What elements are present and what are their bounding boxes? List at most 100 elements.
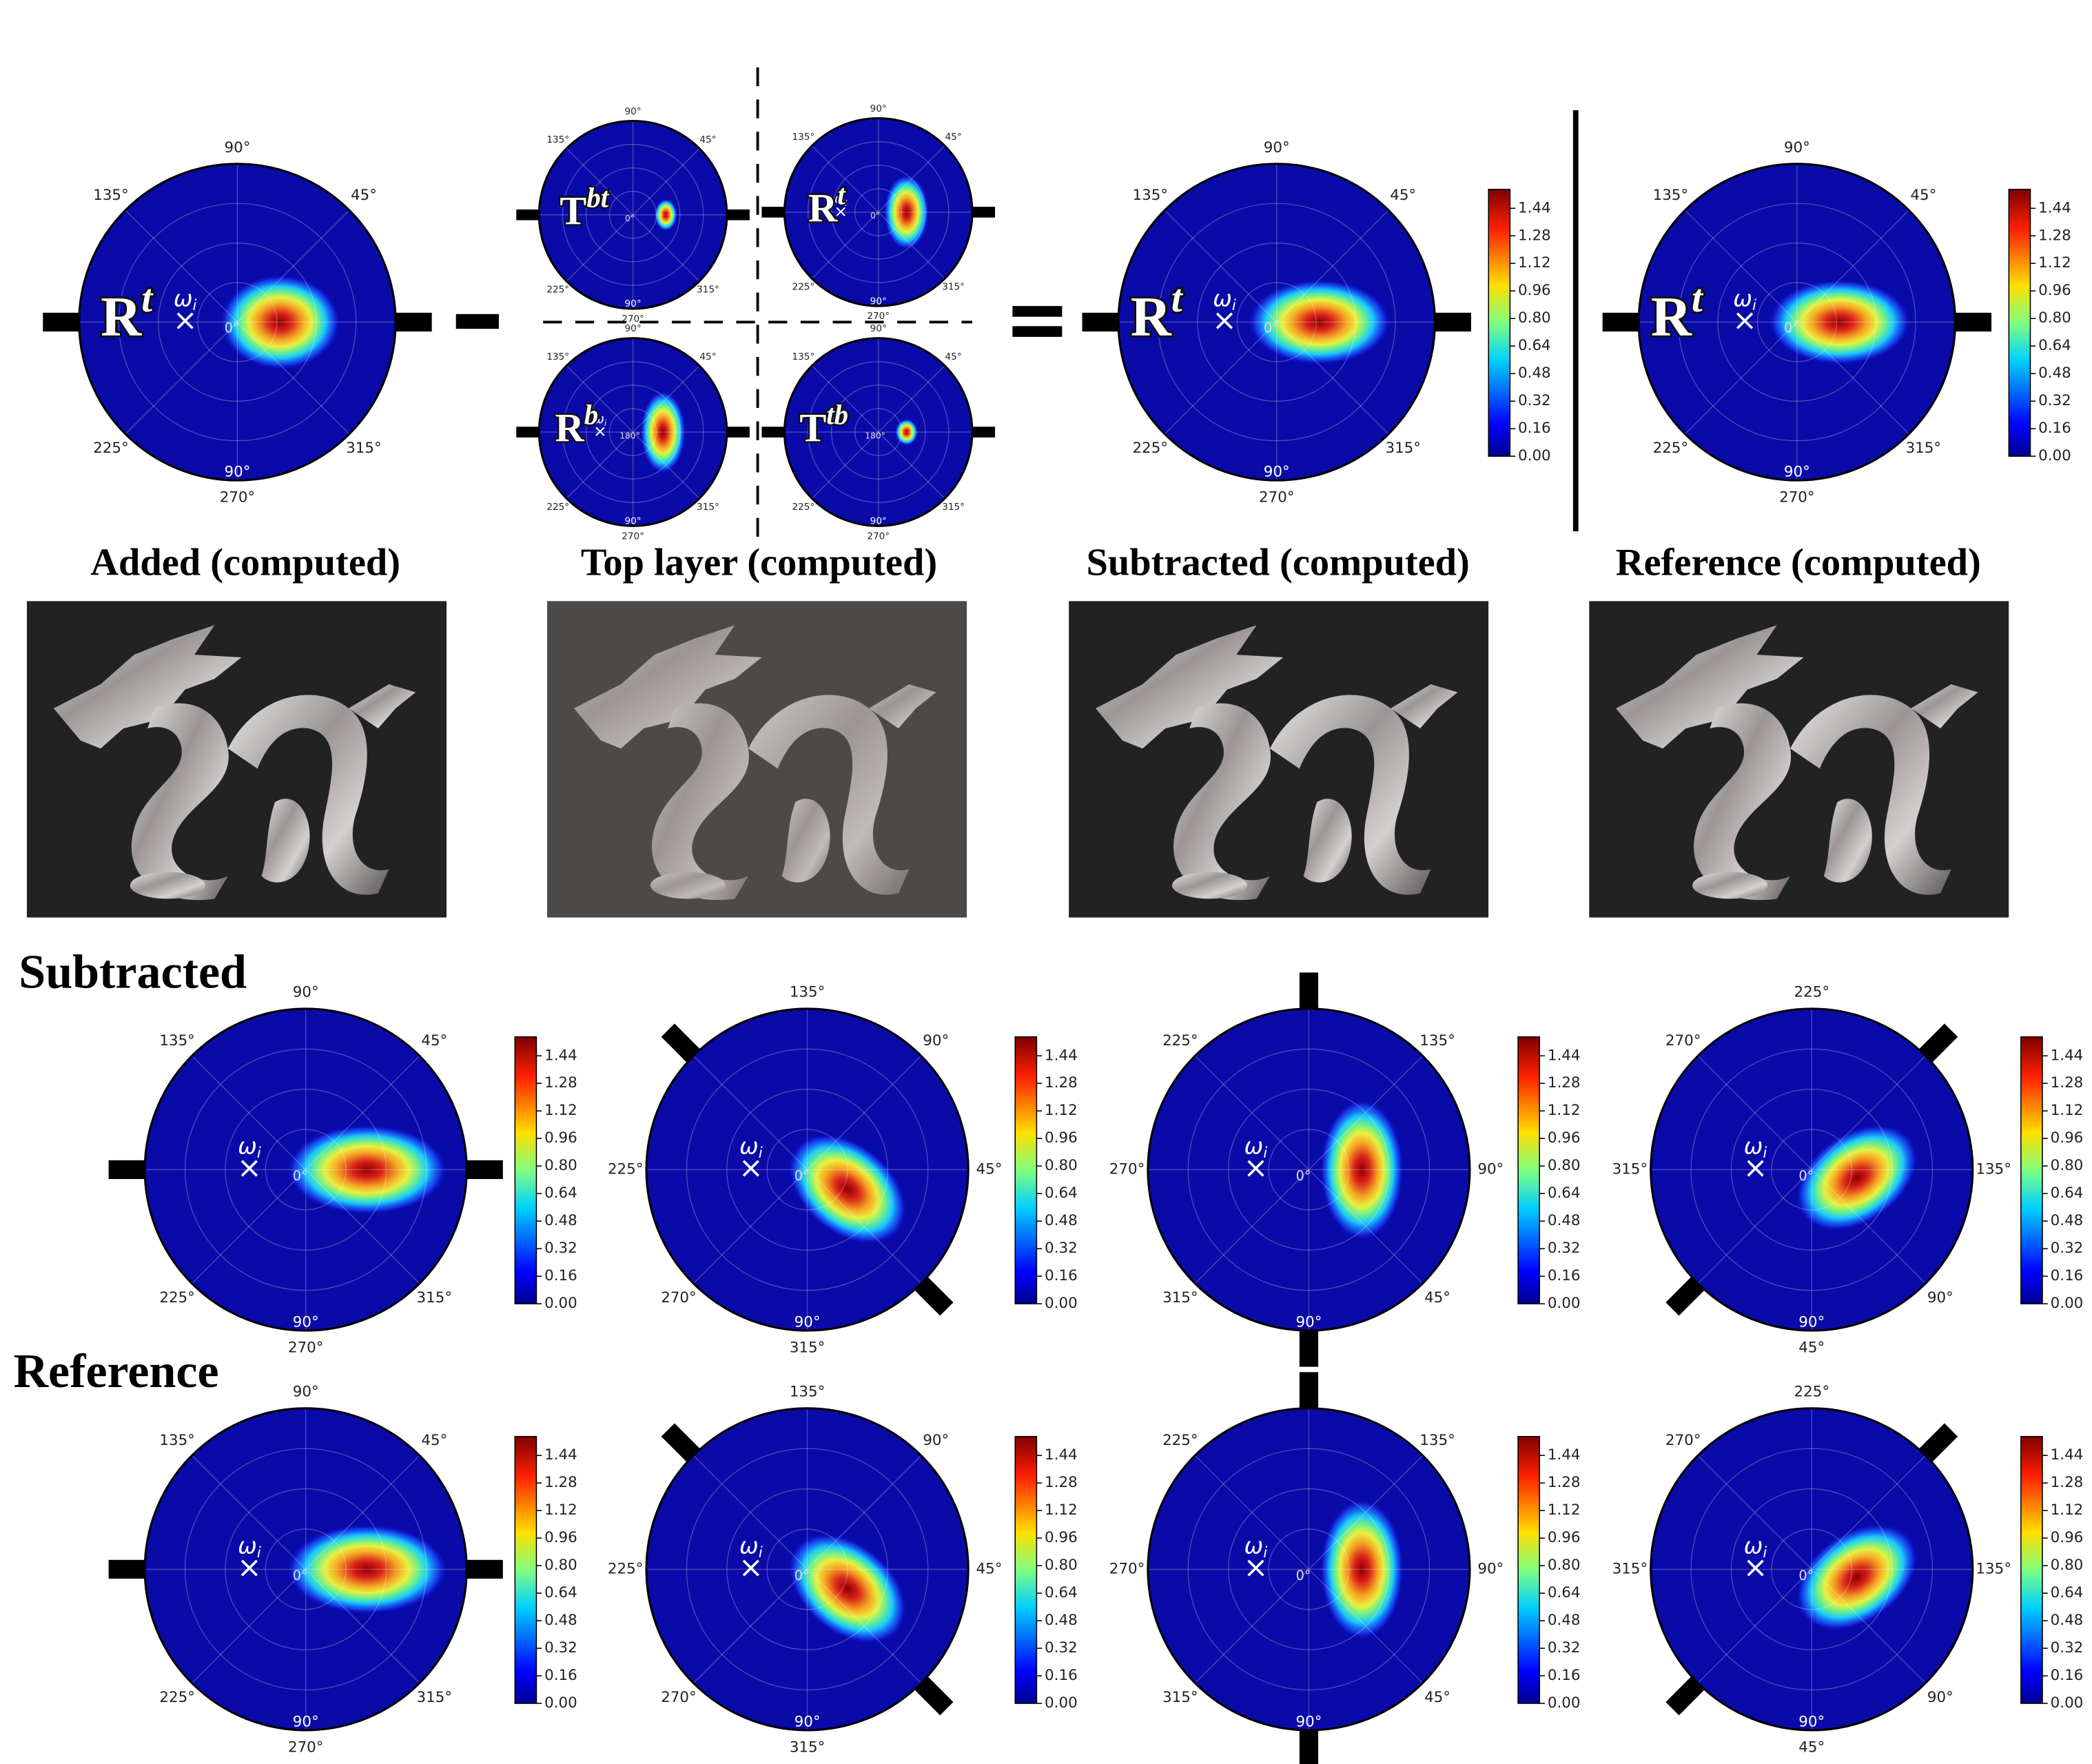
colorbar-tick-label: 1.44 [1548, 1446, 1581, 1464]
plane-bar [1602, 312, 1639, 332]
colorbar-tick-label: 0.64 [2051, 1184, 2084, 1202]
angle-label: 45° [1390, 187, 1416, 204]
colorbar-tick-label: 0.32 [1548, 1639, 1581, 1657]
colorbar-tick-label: 0.00 [1548, 1694, 1581, 1712]
angle-label: 45° [421, 1032, 447, 1049]
colorbar [1517, 1435, 1540, 1704]
angle-label: 315° [697, 502, 719, 513]
colorbar-tick-label: 0.96 [2051, 1529, 2084, 1546]
lobe [286, 1524, 448, 1614]
omega-label: ωi [1244, 1532, 1268, 1561]
term-sup: t [837, 180, 846, 211]
angle-label: 225° [1794, 1384, 1829, 1401]
lobe [1248, 279, 1391, 365]
polar-grid [125, 209, 350, 435]
polar-grid [1164, 209, 1389, 435]
polar-grid [184, 1048, 427, 1291]
omega-sub: i [759, 1145, 763, 1162]
omega-sub: i [845, 198, 848, 208]
equals-sign [1012, 306, 1063, 317]
colorbar-tick-label: 0.96 [2051, 1129, 2084, 1147]
center-label: 0° [1296, 1168, 1311, 1184]
polar-grid [1684, 209, 1909, 435]
colorbar-tick-label: 0.96 [1045, 1529, 1078, 1546]
polar-grid [1227, 1488, 1390, 1650]
term-base: R [555, 405, 585, 450]
colorbar-tick-label: 0.96 [544, 1529, 577, 1546]
polar-plot: 0° 225° 135° 270° 90° 315° 45° 90° ×ωi 0.00 0.16 0.… [1109, 972, 1581, 1367]
lobe [654, 198, 677, 231]
angle-label: 135° [1976, 1160, 2011, 1178]
lobe [788, 1133, 907, 1245]
render-image [1589, 601, 2009, 918]
angle-label: 270° [288, 1739, 324, 1756]
angle-label: 135° [1419, 1032, 1455, 1049]
term-base: T [560, 188, 586, 233]
lobe [1320, 1098, 1404, 1241]
plane-bar [516, 427, 540, 438]
angle-label: 90° [1295, 1713, 1322, 1730]
term-label: Rt [1651, 277, 1704, 347]
polar-plot: 0° 135° 90° 225° 45° 270° 90° 315° ×ωi 0.00 0.16 0.… [608, 1384, 1078, 1756]
angle-label: 315° [790, 1340, 825, 1357]
center-label: 0° [625, 214, 635, 223]
omega-base: ω [739, 1532, 759, 1559]
colorbar-tick-label: 1.28 [2038, 227, 2071, 244]
angle-label: 90° [293, 1313, 319, 1331]
lobe [883, 174, 930, 250]
angle-label: 135° [792, 351, 814, 362]
colorbar-tick-label: 0.00 [2038, 447, 2071, 464]
colorbar-tick-label: 0.96 [1045, 1129, 1078, 1147]
colorbar-tick-label: 0.00 [1548, 1295, 1581, 1312]
polar-grid [811, 145, 945, 279]
angle-label: 135° [159, 1432, 195, 1449]
angle-label: 270° [220, 489, 256, 506]
colorbar-tick-label: 1.12 [1518, 254, 1551, 271]
lobe [1768, 279, 1911, 365]
angle-label: 90° [1798, 1313, 1825, 1331]
angle-label: 90° [870, 296, 887, 307]
angle-label: 45° [976, 1160, 1003, 1178]
omega-label: ωi [1744, 1132, 1767, 1162]
colorbar [1014, 1435, 1038, 1704]
angle-label: 270° [622, 314, 644, 325]
colorbar-tick-label: 1.28 [1045, 1474, 1078, 1491]
colorbar-tick-label: 0.00 [1045, 1694, 1078, 1712]
term-label: Rt [808, 180, 846, 230]
lobe [788, 1532, 907, 1644]
colorbar [514, 1036, 537, 1304]
plane-bar [972, 207, 996, 218]
term-label: Rt [101, 277, 154, 347]
polar-grid [566, 365, 700, 499]
angle-label: 270° [661, 1689, 697, 1706]
polar-grid [608, 408, 657, 456]
colorbar-tick-label: 0.32 [1045, 1240, 1078, 1257]
colorbar-tick-label: 1.44 [1045, 1047, 1078, 1064]
center-label: 0° [1264, 320, 1279, 336]
incident-marker: × [173, 303, 198, 338]
incident-marker: × [739, 1151, 763, 1185]
polar-grid [1697, 1455, 1926, 1684]
plane-bar [726, 427, 750, 438]
polar-grid [766, 1129, 848, 1211]
polar-grid [1771, 1528, 1853, 1610]
angle-label: 135° [546, 351, 569, 362]
polar-grid [265, 1528, 347, 1610]
render-image [1069, 601, 1489, 918]
colorbar-tick-label: 1.12 [544, 1102, 577, 1119]
polar-grid [585, 384, 681, 480]
angle-label: 315° [697, 285, 719, 296]
angle-label: 90° [1477, 1560, 1504, 1577]
polar-frame [783, 337, 974, 527]
polar-grid [1194, 1455, 1424, 1684]
term-label: Rb [555, 400, 599, 450]
angle-label: 270° [1259, 489, 1295, 506]
angle-label: 225° [1653, 440, 1689, 457]
angle-label: 270° [1779, 489, 1815, 506]
center-label: 180° [619, 431, 640, 440]
angle-label: 45° [1798, 1739, 1825, 1756]
angle-label: 315° [417, 1289, 453, 1306]
angle-label: 270° [1109, 1560, 1145, 1577]
caption: Top layer (computed) [581, 542, 937, 584]
colorbar [1517, 1036, 1540, 1304]
